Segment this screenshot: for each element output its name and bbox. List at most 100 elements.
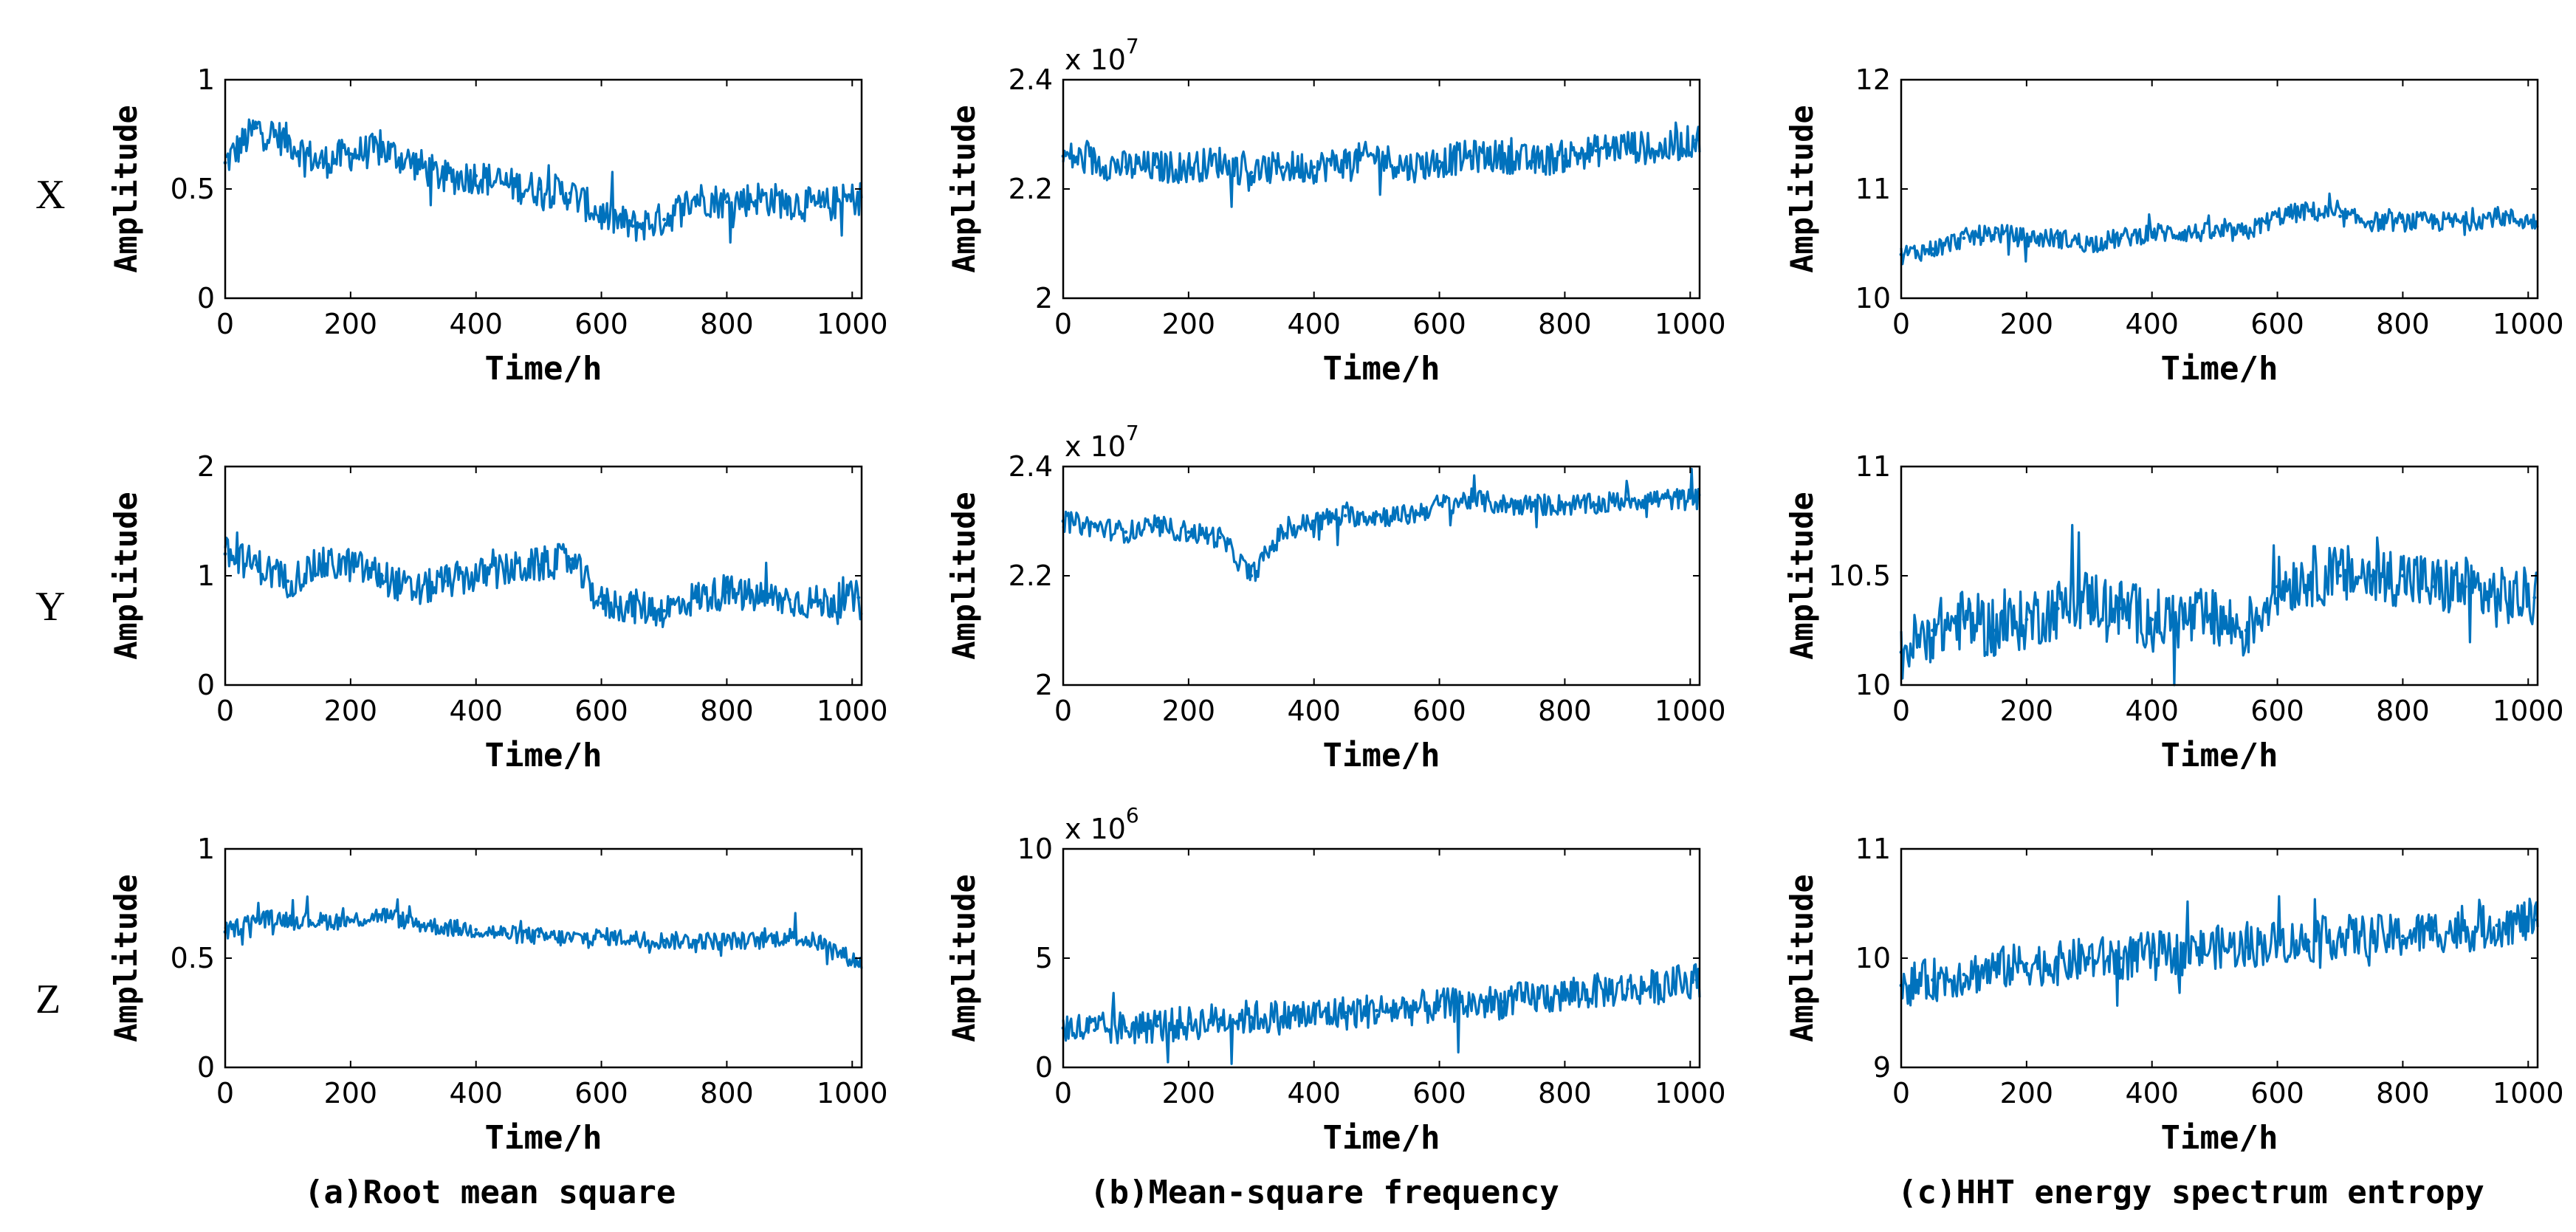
data-point bbox=[2338, 935, 2342, 938]
data-point bbox=[474, 173, 478, 178]
data-point bbox=[2276, 585, 2280, 589]
x-tick-label: 800 bbox=[1538, 695, 1592, 727]
data-point bbox=[2432, 220, 2436, 224]
data-point bbox=[1531, 503, 1536, 507]
data-point bbox=[2055, 607, 2060, 610]
data-point bbox=[693, 596, 698, 599]
data-point bbox=[2150, 951, 2154, 954]
data-point bbox=[1249, 171, 1254, 175]
y-tick-label: 10 bbox=[1855, 669, 1891, 701]
data-point bbox=[1186, 165, 1191, 169]
data-point bbox=[1375, 154, 1378, 159]
data-point bbox=[1186, 1022, 1191, 1026]
y-tick-label: 10 bbox=[1855, 282, 1891, 314]
data-point bbox=[2463, 929, 2467, 933]
data-point bbox=[537, 562, 540, 567]
data-point bbox=[2338, 574, 2342, 578]
data-point bbox=[2276, 940, 2280, 944]
x-tick-label: 800 bbox=[1538, 308, 1592, 340]
x-axis-label: Time/h bbox=[1323, 737, 1440, 774]
data-point bbox=[1217, 159, 1222, 164]
x-tick-label: 400 bbox=[449, 695, 503, 727]
data-point bbox=[2463, 585, 2467, 589]
data-point bbox=[286, 579, 290, 583]
data-point bbox=[1694, 498, 1699, 501]
data-point bbox=[2307, 209, 2311, 213]
x-tick-label: 0 bbox=[1054, 695, 1072, 727]
data-point bbox=[693, 196, 698, 200]
data-point bbox=[505, 182, 509, 187]
x-tick-label: 200 bbox=[324, 308, 378, 340]
data-point bbox=[1931, 247, 1934, 251]
data-point bbox=[2181, 617, 2185, 622]
data-point bbox=[379, 574, 384, 578]
x-tick-label: 1000 bbox=[817, 308, 888, 340]
y-tick-label: 11 bbox=[1855, 450, 1891, 483]
series-line bbox=[1900, 192, 2539, 266]
data-point bbox=[2024, 962, 2029, 966]
data-point bbox=[442, 926, 447, 929]
x-tick-label: 1000 bbox=[1655, 695, 1726, 727]
x-tick-label: 0 bbox=[216, 695, 234, 727]
plot-c3: 0 200 400 600 800 1000 9 10 11 Time/h Amplitude bbox=[1784, 833, 2564, 1157]
x-axis-label: Time/h bbox=[485, 1119, 602, 1157]
y-tick-label: 1 bbox=[197, 833, 215, 865]
y-tick-label: 10 bbox=[1017, 833, 1053, 865]
data-point bbox=[442, 176, 447, 180]
data-point bbox=[1249, 1015, 1254, 1019]
y-axis-label: Amplitude bbox=[946, 492, 982, 660]
data-point bbox=[1438, 159, 1441, 164]
axes-box bbox=[224, 847, 863, 1069]
x-tick-label: 1000 bbox=[817, 695, 888, 727]
data-point bbox=[1657, 498, 1661, 501]
data-point bbox=[1469, 154, 1473, 159]
y-tick-label: 2 bbox=[1035, 282, 1053, 314]
y-tick-label: 10.5 bbox=[1828, 560, 1891, 592]
x-tick-label: 800 bbox=[700, 308, 754, 340]
x-tick-label: 1000 bbox=[817, 1077, 888, 1109]
exponent-label: x 107 bbox=[1065, 34, 1139, 76]
data-point bbox=[1312, 1013, 1316, 1017]
y-tick-label: 0 bbox=[197, 282, 215, 314]
data-point bbox=[2118, 607, 2123, 610]
data-point bbox=[317, 161, 321, 165]
y-axis-label: Amplitude bbox=[946, 105, 982, 273]
data-point bbox=[2213, 617, 2217, 622]
x-tick-label: 0 bbox=[216, 1077, 234, 1109]
x-tick-label: 400 bbox=[2125, 1077, 2179, 1109]
x-tick-label: 1000 bbox=[1655, 308, 1726, 340]
series-line bbox=[1062, 963, 1701, 1065]
x-tick-label: 200 bbox=[1162, 695, 1216, 727]
y-tick-label: 2.2 bbox=[1009, 173, 1053, 205]
data-point bbox=[756, 596, 760, 599]
data-point bbox=[1531, 995, 1536, 999]
y-tick-label: 2 bbox=[197, 450, 215, 483]
data-point bbox=[1093, 525, 1096, 529]
data-point bbox=[1438, 1004, 1441, 1008]
data-point bbox=[2532, 220, 2537, 224]
data-point bbox=[1406, 1006, 1410, 1011]
x-tick-label: 600 bbox=[2250, 695, 2304, 727]
data-point bbox=[1625, 987, 1629, 991]
x-tick-label: 200 bbox=[324, 695, 378, 727]
x-tick-label: 200 bbox=[2000, 695, 2054, 727]
data-point bbox=[2150, 617, 2154, 622]
data-point bbox=[348, 919, 353, 923]
y-tick-label: 11 bbox=[1855, 833, 1891, 865]
series-line bbox=[1062, 467, 1701, 582]
data-point bbox=[2307, 574, 2311, 578]
data-point bbox=[2213, 230, 2217, 235]
data-point bbox=[2118, 956, 2123, 960]
y-tick-label: 0.5 bbox=[171, 942, 215, 974]
data-point bbox=[474, 574, 478, 578]
data-point bbox=[725, 938, 729, 943]
x-tick-label: 0 bbox=[216, 308, 234, 340]
plot-b2: 0 200 400 600 800 1000 2 2.2 2.4 x 107 Time/h Ampli… bbox=[946, 421, 1726, 774]
data-point bbox=[348, 562, 353, 567]
data-point bbox=[1093, 1028, 1096, 1033]
y-tick-label: 2 bbox=[1035, 669, 1053, 701]
data-point bbox=[255, 125, 258, 130]
x-tick-label: 400 bbox=[1287, 308, 1341, 340]
exponent-label: x 106 bbox=[1065, 803, 1139, 845]
data-point bbox=[1469, 498, 1473, 501]
